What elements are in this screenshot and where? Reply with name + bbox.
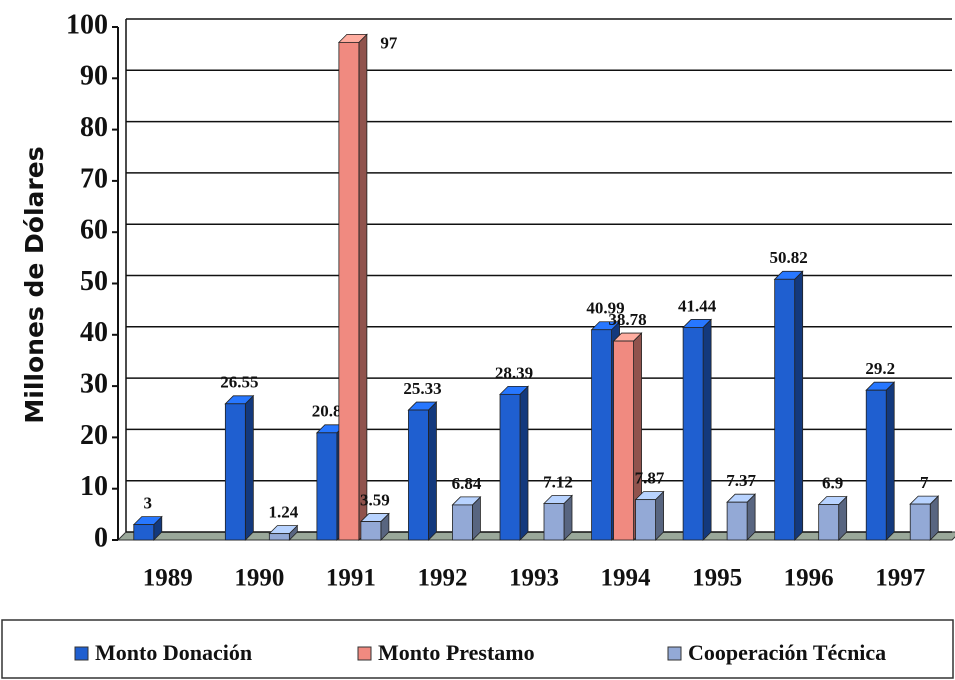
- y-tick-label: 60: [80, 215, 108, 246]
- bar: [682, 327, 704, 541]
- bar-side: [428, 401, 437, 541]
- value-label: 6.9: [822, 474, 843, 493]
- x-tick-label: 1995: [692, 565, 742, 592]
- legend-label: Monto Donación: [95, 640, 252, 665]
- y-tick-label: 20: [80, 420, 108, 451]
- y-tick-label: 80: [80, 112, 108, 143]
- x-tick-label: 1992: [417, 565, 467, 592]
- legend-label: Cooperación Técnica: [688, 640, 886, 665]
- bar: [909, 503, 931, 541]
- x-tick-label: 1996: [784, 565, 834, 592]
- bar: [338, 41, 360, 541]
- y-tick-label: 0: [94, 522, 108, 553]
- bar-side: [794, 270, 804, 541]
- y-tick-label: 90: [80, 61, 108, 92]
- value-label: 97: [380, 33, 398, 52]
- bar: [268, 533, 290, 541]
- value-label: 41.44: [678, 296, 717, 315]
- value-label: 29.2: [865, 359, 895, 378]
- bar: [408, 409, 429, 541]
- value-label: 28.39: [495, 363, 533, 382]
- y-tick-label: 70: [80, 163, 108, 194]
- bar: [774, 278, 796, 541]
- value-label: 7.87: [635, 469, 665, 488]
- bar: [133, 524, 155, 541]
- x-tick-label: 1997: [875, 565, 925, 592]
- bar: [499, 393, 521, 541]
- legend-swatch: [74, 646, 89, 661]
- bar: [543, 503, 565, 541]
- x-tick-label: 1994: [601, 565, 652, 592]
- value-label: 6.84: [452, 474, 482, 493]
- y-tick-label: 10: [80, 471, 108, 502]
- legend-swatch: [357, 646, 372, 661]
- bar: [726, 501, 748, 541]
- bar-side: [519, 385, 529, 541]
- value-label: 25.33: [403, 379, 441, 398]
- value-label: 1.24: [268, 503, 298, 522]
- y-tick-label: 40: [80, 317, 108, 348]
- bar: [591, 329, 612, 541]
- bar: [224, 403, 246, 541]
- value-label: 26.55: [220, 373, 258, 392]
- bar: [360, 521, 382, 541]
- value-label: 40.99: [586, 299, 624, 318]
- x-tick-label: 1993: [509, 565, 559, 592]
- value-label: 7: [920, 473, 929, 492]
- value-label: 38.78: [608, 310, 646, 329]
- bar: [613, 340, 634, 541]
- bar-side: [244, 394, 254, 541]
- bar-side: [358, 33, 368, 541]
- legend-box: [1, 619, 954, 679]
- value-label: 7.12: [543, 472, 573, 491]
- y-tick-label: 50: [80, 266, 108, 297]
- bar: [635, 499, 656, 541]
- bar: [818, 504, 840, 541]
- legend-label: Monto Prestamo: [378, 640, 535, 665]
- y-tick-label: 100: [66, 9, 108, 40]
- bar: [316, 432, 338, 541]
- x-tick-label: 1991: [326, 565, 376, 592]
- value-label: 7.37: [726, 471, 756, 490]
- bar: [865, 389, 887, 541]
- value-label: 3.59: [360, 490, 390, 509]
- x-tick-label: 1990: [234, 565, 284, 592]
- y-axis-title: Millones de Dólares: [20, 146, 49, 423]
- bar-side: [702, 318, 712, 541]
- value-label: 50.82: [770, 248, 808, 267]
- y-tick-label: 30: [80, 369, 108, 400]
- x-tick-label: 1989: [143, 565, 193, 592]
- legend-swatch: [667, 646, 682, 661]
- value-label: 3: [144, 494, 153, 513]
- bar: [452, 504, 473, 541]
- bar-side: [885, 381, 895, 541]
